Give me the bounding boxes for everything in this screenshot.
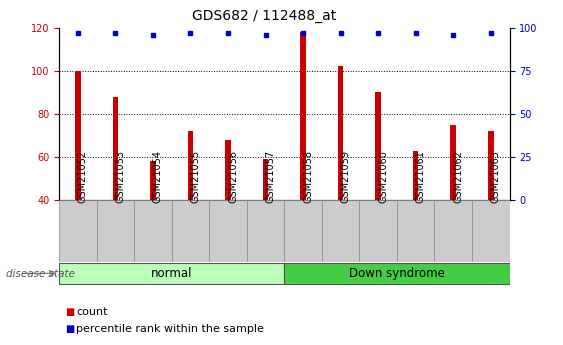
Bar xyxy=(322,200,359,262)
Text: GDS682 / 112488_at: GDS682 / 112488_at xyxy=(193,9,337,23)
Text: ■: ■ xyxy=(65,325,74,334)
Bar xyxy=(413,150,418,200)
Bar xyxy=(472,200,510,262)
Bar xyxy=(59,200,97,262)
Bar xyxy=(97,200,134,262)
Text: GSM21062: GSM21062 xyxy=(453,150,463,203)
Text: GSM21053: GSM21053 xyxy=(115,150,126,203)
Bar xyxy=(300,32,306,200)
Text: GSM21058: GSM21058 xyxy=(303,150,313,203)
Text: percentile rank within the sample: percentile rank within the sample xyxy=(76,325,264,334)
Bar xyxy=(113,97,118,200)
Bar xyxy=(359,200,397,262)
Bar xyxy=(225,140,231,200)
Bar xyxy=(75,71,81,200)
Text: ■: ■ xyxy=(65,307,74,317)
Text: disease state: disease state xyxy=(6,269,75,278)
Bar xyxy=(397,200,435,262)
Bar xyxy=(150,161,156,200)
Text: GSM21057: GSM21057 xyxy=(266,150,275,203)
Bar xyxy=(284,263,510,284)
Bar xyxy=(187,131,193,200)
Text: normal: normal xyxy=(151,267,193,280)
Text: GSM21052: GSM21052 xyxy=(78,150,88,203)
Text: GSM21059: GSM21059 xyxy=(341,150,351,203)
Bar xyxy=(247,200,284,262)
Bar xyxy=(450,125,456,200)
Text: GSM21060: GSM21060 xyxy=(378,150,388,203)
Bar xyxy=(338,66,343,200)
Bar xyxy=(488,131,494,200)
Text: GSM21063: GSM21063 xyxy=(491,150,501,203)
Bar xyxy=(284,200,322,262)
Text: GSM21055: GSM21055 xyxy=(190,150,200,203)
Bar xyxy=(209,200,247,262)
Text: Down syndrome: Down syndrome xyxy=(349,267,445,280)
Text: count: count xyxy=(76,307,108,317)
Bar xyxy=(376,92,381,200)
Bar xyxy=(59,263,284,284)
Bar xyxy=(435,200,472,262)
Bar xyxy=(172,200,209,262)
Text: GSM21054: GSM21054 xyxy=(153,150,163,203)
Bar xyxy=(134,200,172,262)
Bar xyxy=(263,159,269,200)
Text: GSM21056: GSM21056 xyxy=(228,150,238,203)
Text: GSM21061: GSM21061 xyxy=(415,150,426,203)
